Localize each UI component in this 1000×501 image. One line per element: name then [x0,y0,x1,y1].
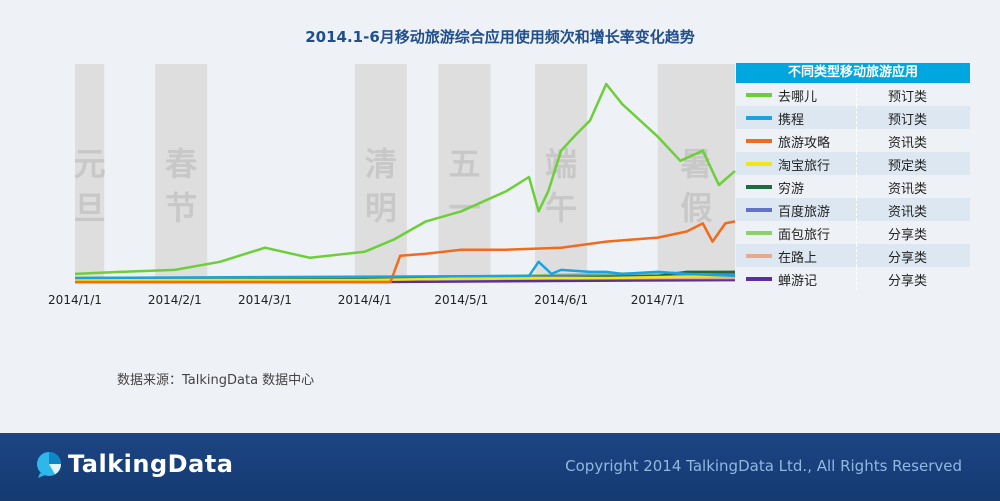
legend-divider [856,267,857,290]
legend-series-type: 分享类 [888,228,928,243]
x-tick-label: 2014/1/1 [48,293,102,307]
legend-divider [856,129,857,152]
footer-bar: TalkingData Copyright 2014 TalkingData L… [0,433,1000,501]
legend-series-type: 预订类 [888,113,928,128]
legend-swatch [746,185,772,189]
legend-series-name: 穷游 [778,182,805,197]
legend-series-type: 预订类 [888,90,928,105]
legend-swatch [746,208,772,212]
legend-series-name: 携程 [778,113,805,128]
x-tick-label: 2014/4/1 [338,293,392,307]
legend-item: 携程 预订类 [736,106,970,129]
legend-header: 不同类型移动旅游应用 [736,63,970,83]
legend-series-type: 预定类 [888,159,928,174]
legend-series-name: 百度旅游 [778,205,831,220]
legend-divider [856,83,857,106]
holiday-label: 五 [449,145,481,183]
legend-item: 在路上 分享类 [736,244,970,267]
legend-swatch [746,139,772,143]
legend-series-name: 在路上 [778,251,818,266]
holiday-label: 清 [365,145,397,183]
x-tick-label: 2014/3/1 [238,293,292,307]
legend-item: 穷游 资讯类 [736,175,970,198]
holiday-label: 节 [165,189,197,227]
legend-series-name: 旅游攻略 [778,136,831,151]
talkingdata-logo-text: TalkingData [68,450,234,478]
x-tick-label: 2014/2/1 [148,293,202,307]
holiday-label: 一 [449,189,481,227]
legend-series-name: 面包旅行 [778,228,831,243]
copyright-text: Copyright 2014 TalkingData Ltd., All Rig… [565,457,962,475]
legend-series-type: 资讯类 [888,182,928,197]
series-line [74,260,736,280]
series-line [74,82,736,276]
holiday-band [75,64,105,282]
x-tick-label: 2014/6/1 [534,293,588,307]
holiday-label: 旦 [74,189,106,227]
holiday-label: 假 [680,189,712,227]
holiday-band [657,64,735,282]
holiday-band [438,64,491,282]
legend-divider [856,198,857,221]
legend-divider [856,244,857,267]
legend: 不同类型移动旅游应用 去哪儿 预订类 携程 预订类 旅游攻略 资讯类 淘宝旅行 预定类 穷游 资讯… [736,63,970,290]
legend-divider [856,175,857,198]
legend-swatch [746,254,772,258]
legend-swatch [746,93,772,97]
legend-series-type: 分享类 [888,251,928,266]
legend-series-type: 资讯类 [888,136,928,151]
legend-series-name: 去哪儿 [778,90,818,105]
legend-item: 蝉游记 分享类 [736,267,970,290]
legend-item: 旅游攻略 资讯类 [736,129,970,152]
legend-divider [856,106,857,129]
legend-divider [856,221,857,244]
legend-series-name: 淘宝旅行 [778,159,831,174]
legend-item: 百度旅游 资讯类 [736,198,970,221]
x-tick-label: 2014/7/1 [631,293,685,307]
legend-series-type: 分享类 [888,274,928,289]
chart-title: 2014.1-6月移动旅游综合应用使用频次和增长率变化趋势 [305,28,695,46]
legend-item: 淘宝旅行 预定类 [736,152,970,175]
holiday-label: 暑 [680,145,712,183]
x-tick-label: 2014/5/1 [434,293,488,307]
legend-swatch [746,231,772,235]
legend-swatch [746,162,772,166]
series-line [75,220,736,284]
legend-divider [856,152,857,175]
legend-swatch [746,116,772,120]
holiday-label: 春 [165,145,197,183]
series-line [75,274,736,282]
legend-swatch [746,277,772,281]
legend-series-type: 资讯类 [888,205,928,220]
legend-series-name: 蝉游记 [778,274,818,289]
legend-item: 去哪儿 预订类 [736,83,970,106]
legend-item: 面包旅行 分享类 [736,221,970,244]
holiday-band [155,64,208,282]
holiday-label: 午 [545,189,577,227]
data-source-note: 数据来源：TalkingData 数据中心 [117,373,315,388]
holiday-label: 明 [365,189,397,227]
holiday-label: 元 [74,145,106,183]
talkingdata-logo-icon [37,452,61,478]
